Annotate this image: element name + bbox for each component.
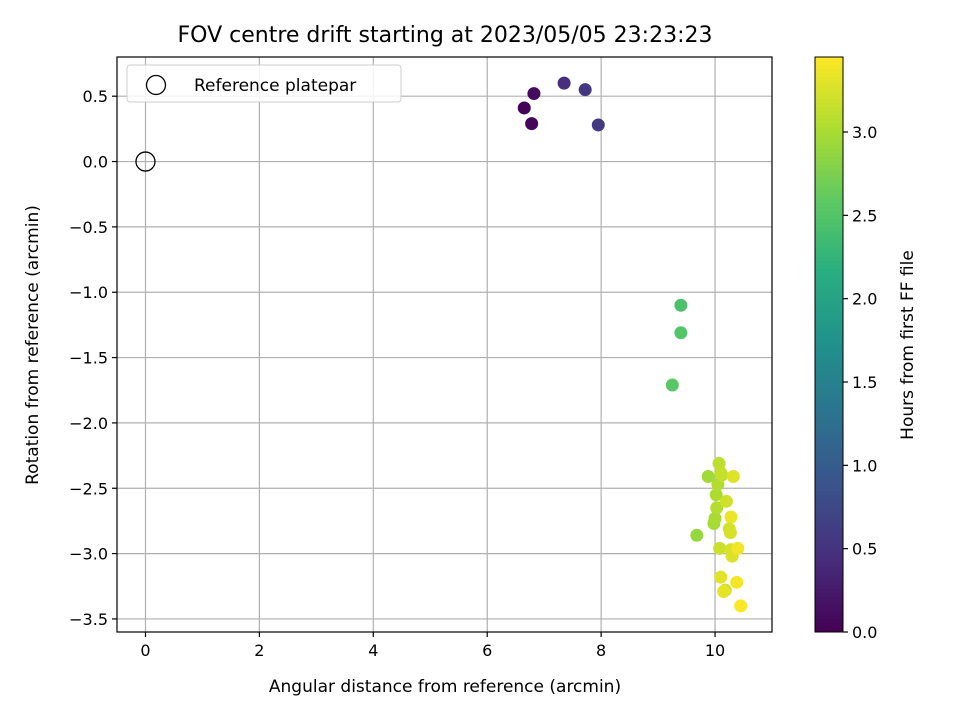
data-point [724, 510, 738, 524]
data-point [710, 501, 724, 515]
legend-box [126, 64, 402, 103]
y-tick-label: 0.5 [83, 87, 108, 106]
data-point [730, 575, 744, 589]
colorbar-tick-label: 0.0 [852, 623, 877, 642]
y-tick-label: −2.0 [69, 414, 108, 433]
colorbar-label: Hours from first FF file [898, 250, 918, 440]
data-points [135, 76, 748, 613]
x-tick-label: 10 [705, 641, 725, 660]
x-tick-label: 0 [140, 641, 150, 660]
colorbar-tick-label: 1.0 [852, 456, 877, 475]
data-point [591, 118, 605, 132]
colorbar-gradient [814, 56, 844, 633]
y-axis-ticks: 0.5 0.0 −0.5 −1.0 −1.5 −2.0 −2.5 −3.0 −3.5 [69, 87, 117, 629]
chart-title: FOV centre drift starting at 2023/05/05 … [178, 23, 713, 48]
data-point [714, 570, 728, 584]
y-tick-label: −3.5 [69, 610, 108, 629]
x-tick-label: 8 [596, 641, 606, 660]
colorbar: 0.0 0.5 1.0 1.5 2.0 2.5 3.0 Hours from first F… [814, 56, 918, 642]
data-point [701, 469, 715, 483]
data-point [723, 526, 737, 540]
data-point [719, 494, 733, 508]
colorbar-ticks: 0.0 0.5 1.0 1.5 2.0 2.5 3.0 [843, 123, 877, 642]
x-axis-ticks: 0 2 4 6 8 10 [140, 632, 725, 660]
data-point [690, 528, 704, 542]
data-point [578, 83, 592, 97]
data-point [525, 117, 539, 131]
data-point [713, 541, 727, 555]
data-point [717, 584, 731, 598]
plot-frame [116, 56, 773, 633]
reference-platepar-marker [135, 151, 156, 172]
data-point [709, 488, 723, 502]
x-axis-label: Angular distance from reference (arcmin) [269, 677, 621, 697]
legend: Reference platepar [126, 64, 402, 103]
y-tick-label: −1.5 [69, 349, 108, 368]
data-point [674, 298, 688, 312]
x-tick-label: 6 [482, 641, 492, 660]
y-tick-label: −0.5 [69, 218, 108, 237]
y-tick-label: −1.0 [69, 283, 108, 302]
y-tick-label: 0.0 [83, 153, 108, 172]
data-point [715, 468, 729, 482]
y-tick-label: −3.0 [69, 545, 108, 564]
colorbar-tick-label: 2.0 [852, 290, 877, 309]
data-point [708, 511, 722, 525]
colorbar-tick-label: 0.5 [852, 540, 877, 559]
grid [117, 57, 772, 632]
y-tick-label: −2.5 [69, 479, 108, 498]
x-tick-label: 4 [368, 641, 378, 660]
legend-entry-label: Reference platepar [194, 76, 356, 96]
legend-marker [145, 74, 167, 96]
data-point [527, 87, 541, 101]
data-point [557, 76, 571, 90]
data-point [731, 541, 745, 555]
colorbar-tick-label: 1.5 [852, 373, 877, 392]
data-point [674, 326, 688, 340]
x-tick-label: 2 [254, 641, 264, 660]
data-point [517, 101, 531, 115]
colorbar-tick-label: 2.5 [852, 206, 877, 225]
y-axis-label: Rotation from reference (arcmin) [23, 205, 43, 485]
data-point [665, 378, 679, 392]
data-point [734, 599, 748, 613]
colorbar-tick-label: 3.0 [852, 123, 877, 142]
data-point [726, 469, 740, 483]
